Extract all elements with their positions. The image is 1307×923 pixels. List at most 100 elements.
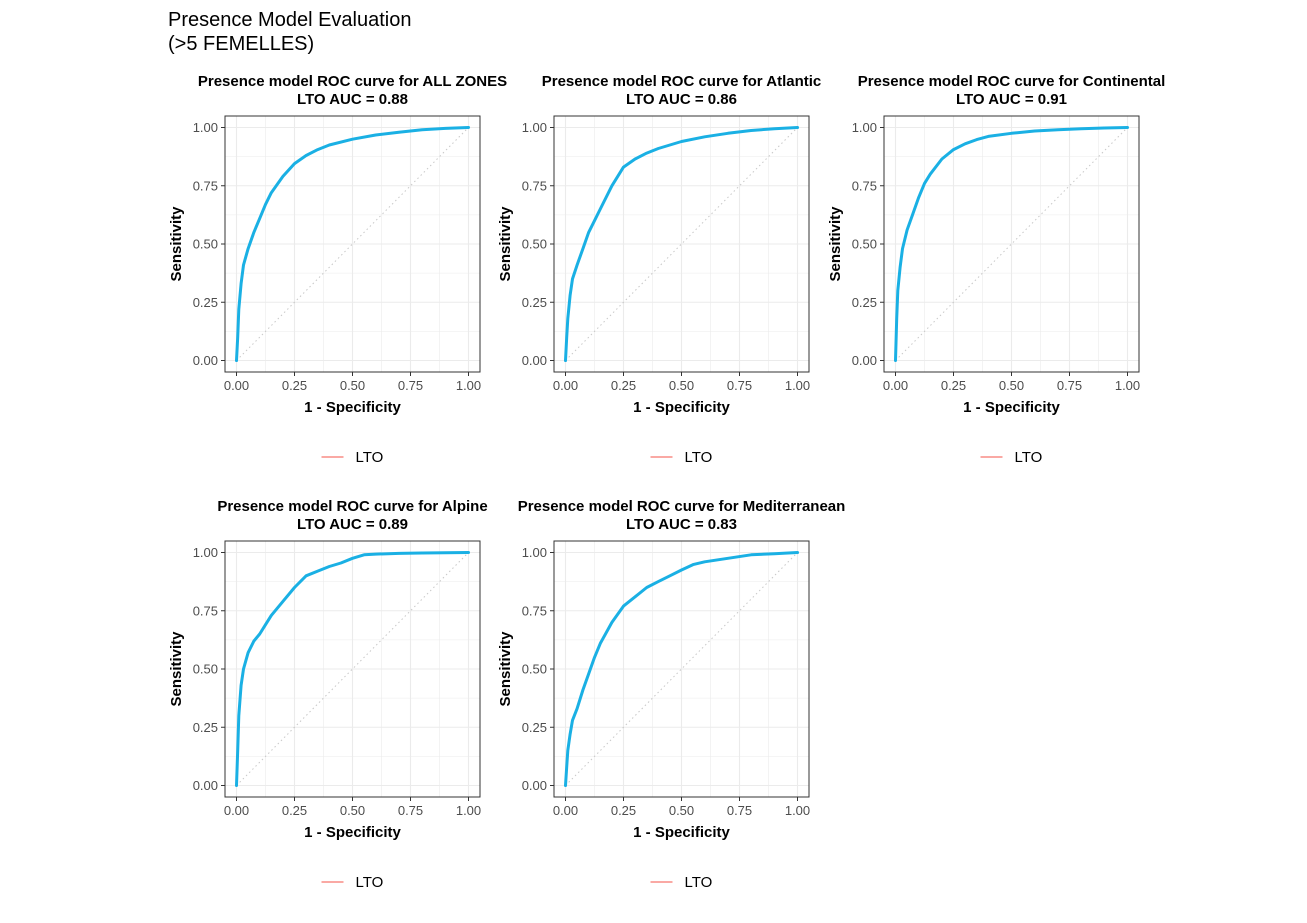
roc-panel-3: 0.00 0.25 0.50 0.75 1.00 0.00 0.25 0.50 0.75 1.00… (827, 73, 1165, 466)
y-axis-label: Sensitivity (497, 206, 514, 282)
y-tick-label: 0.25 (193, 720, 218, 735)
y-tick-label: 1.00 (522, 545, 547, 560)
x-tick-label: 0.00 (224, 378, 249, 393)
x-tick-label: 0.75 (727, 803, 752, 818)
x-tick-label: 0.00 (883, 378, 908, 393)
x-axis-label: 1 - Specificity (633, 824, 730, 841)
legend-entry-label: LTO (685, 874, 713, 891)
panel-grid (225, 541, 480, 797)
legend: LTO (650, 449, 713, 466)
x-axis-label: 1 - Specificity (633, 399, 730, 416)
panel-auc-subtitle: LTO AUC = 0.83 (626, 516, 737, 533)
legend-entry-label: LTO (1015, 449, 1043, 466)
x-axis-label: 1 - Specificity (304, 824, 401, 841)
roc-curve-lto (235, 126, 470, 362)
legend: LTO (650, 874, 713, 891)
panel-grid (554, 116, 809, 372)
x-tick-label: 0.25 (941, 378, 966, 393)
y-tick-label: 0.50 (193, 237, 218, 252)
x-tick-label: 0.25 (282, 803, 307, 818)
y-tick-label: 0.00 (522, 353, 547, 368)
legend: LTO (321, 874, 384, 891)
roc-panel-1: 0.00 0.25 0.50 0.75 1.00 0.00 0.25 0.50 0.75 1.00… (168, 73, 507, 466)
x-tick-label: 0.25 (611, 378, 636, 393)
x-tick-label: 1.00 (1115, 378, 1140, 393)
y-tick-label: 0.00 (193, 778, 218, 793)
panel-auc-subtitle: LTO AUC = 0.86 (626, 91, 737, 108)
y-tick-label: 1.00 (193, 545, 218, 560)
y-tick-label: 1.00 (193, 120, 218, 135)
legend-entry-label: LTO (356, 449, 384, 466)
x-tick-label: 0.50 (669, 803, 694, 818)
x-tick-label: 0.00 (224, 803, 249, 818)
panel-grid (884, 116, 1139, 372)
x-tick-label: 0.50 (340, 378, 365, 393)
panel-auc-subtitle: LTO AUC = 0.88 (297, 91, 408, 108)
panel-title: Presence model ROC curve for Alpine (217, 498, 487, 515)
x-tick-label: 0.75 (727, 378, 752, 393)
diagonal-reference-line (236, 552, 469, 786)
y-axis-label: Sensitivity (827, 206, 844, 282)
legend-entry-label: LTO (356, 874, 384, 891)
x-tick-label: 0.75 (1057, 378, 1082, 393)
roc-panel-2: 0.00 0.25 0.50 0.75 1.00 0.00 0.25 0.50 0.75 1.00… (497, 73, 821, 466)
legend-entry-label: LTO (685, 449, 713, 466)
y-tick-label: 0.50 (852, 237, 877, 252)
x-tick-label: 0.75 (398, 803, 423, 818)
y-tick-label: 0.75 (193, 603, 218, 618)
panel-title: Presence model ROC curve for Atlantic (542, 73, 822, 90)
x-tick-label: 0.50 (999, 378, 1024, 393)
y-tick-label: 0.25 (852, 295, 877, 310)
legend: LTO (980, 449, 1043, 466)
y-tick-label: 1.00 (852, 120, 877, 135)
panel-title: Presence model ROC curve for ALL ZONES (198, 73, 507, 90)
x-tick-label: 0.25 (282, 378, 307, 393)
x-tick-label: 0.50 (340, 803, 365, 818)
legend: LTO (321, 449, 384, 466)
x-tick-label: 0.00 (553, 803, 578, 818)
y-tick-label: 0.00 (193, 353, 218, 368)
diagonal-reference-line (565, 127, 798, 361)
roc-curve-lto (235, 551, 470, 787)
y-tick-label: 1.00 (522, 120, 547, 135)
x-tick-label: 0.25 (611, 803, 636, 818)
y-tick-label: 0.00 (852, 353, 877, 368)
panel-grid (225, 116, 480, 372)
panels: 0.00 0.25 0.50 0.75 1.00 0.00 0.25 0.50 0.75 1.00… (168, 73, 1165, 891)
y-tick-label: 0.50 (193, 662, 218, 677)
roc-panel-5: 0.00 0.25 0.50 0.75 1.00 0.00 0.25 0.50 0.75 1.00… (497, 498, 845, 891)
roc-curve-lto (564, 551, 799, 787)
y-tick-label: 0.00 (522, 778, 547, 793)
diagonal-reference-line (565, 552, 798, 786)
x-tick-label: 1.00 (456, 803, 481, 818)
y-tick-label: 0.75 (522, 178, 547, 193)
y-tick-label: 0.25 (522, 720, 547, 735)
x-tick-label: 1.00 (456, 378, 481, 393)
x-tick-label: 1.00 (785, 378, 810, 393)
x-tick-label: 0.50 (669, 378, 694, 393)
x-tick-label: 1.00 (785, 803, 810, 818)
diagonal-reference-line (895, 127, 1128, 361)
y-tick-label: 0.25 (193, 295, 218, 310)
panel-auc-subtitle: LTO AUC = 0.89 (297, 516, 408, 533)
panel-auc-subtitle: LTO AUC = 0.91 (956, 91, 1067, 108)
y-tick-label: 0.75 (193, 178, 218, 193)
y-tick-label: 0.50 (522, 662, 547, 677)
y-tick-label: 0.50 (522, 237, 547, 252)
y-tick-label: 0.75 (852, 178, 877, 193)
x-tick-label: 0.00 (553, 378, 578, 393)
figure-title-line1: Presence Model Evaluation (168, 9, 411, 31)
panel-title: Presence model ROC curve for Continental (858, 73, 1166, 90)
figure-title-line2: (>5 FEMELLES) (168, 33, 314, 55)
x-axis-label: 1 - Specificity (963, 399, 1060, 416)
y-tick-label: 0.75 (522, 603, 547, 618)
y-axis-label: Sensitivity (168, 631, 185, 707)
y-tick-label: 0.25 (522, 295, 547, 310)
y-axis-label: Sensitivity (497, 631, 514, 707)
panel-grid (554, 541, 809, 797)
roc-curve-lto (894, 126, 1129, 362)
x-axis-label: 1 - Specificity (304, 399, 401, 416)
y-axis-label: Sensitivity (168, 206, 185, 282)
diagonal-reference-line (236, 127, 469, 361)
panel-title: Presence model ROC curve for Mediterrane… (518, 498, 846, 515)
